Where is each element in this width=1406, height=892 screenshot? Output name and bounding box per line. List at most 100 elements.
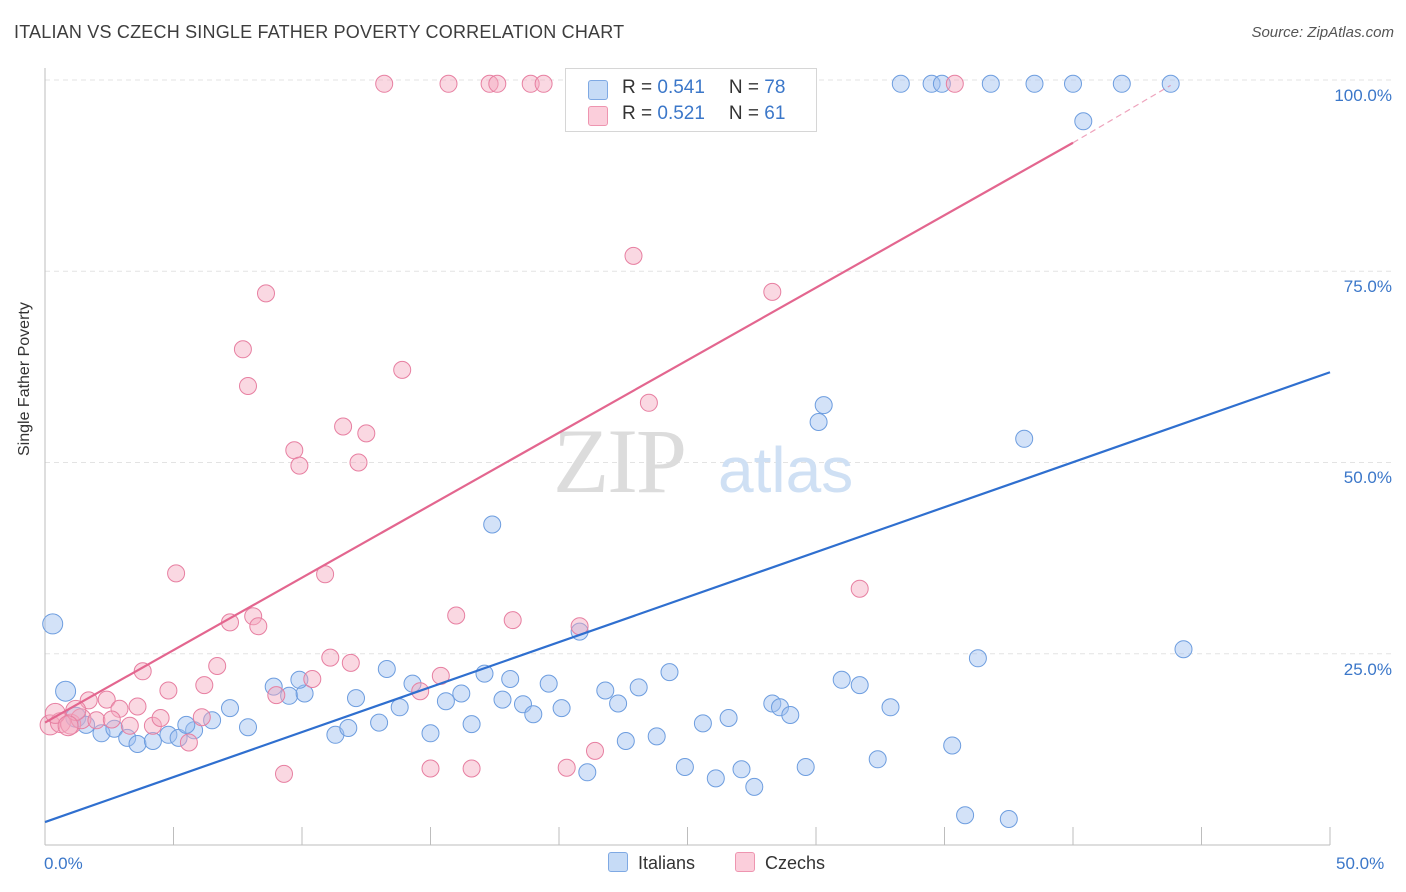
italians-point xyxy=(347,689,365,708)
italians-point xyxy=(452,684,471,703)
italians-point xyxy=(436,692,455,711)
czechs-point xyxy=(557,758,576,777)
correlation-legend: R = 0.541 N = 78 R = 0.521 N = 61 xyxy=(565,68,817,132)
czechs-point xyxy=(303,670,322,688)
czechs-point xyxy=(945,74,964,93)
czechs-point xyxy=(244,607,263,626)
czechs-point xyxy=(334,417,353,436)
italians-point xyxy=(539,674,558,693)
italians-point xyxy=(552,699,571,718)
legend-r-label: R = xyxy=(622,103,658,124)
italians-point xyxy=(501,670,520,688)
czechs-point xyxy=(143,716,162,735)
czechs-point xyxy=(480,74,499,93)
watermark-atlas: atlas xyxy=(718,434,853,506)
czechs-point xyxy=(534,74,553,93)
italians-point xyxy=(1074,112,1093,131)
legend-r-value: 0.521 xyxy=(657,103,705,124)
italians-point xyxy=(891,74,910,93)
legend-text-italians: R = 0.541 N = 78 xyxy=(622,77,785,99)
italians-point xyxy=(881,698,900,717)
x-tick-label-min: 0.0% xyxy=(44,854,83,873)
czechs-trendline xyxy=(44,141,1074,724)
italians-point xyxy=(719,709,738,727)
italians-point xyxy=(932,74,951,93)
italians-point xyxy=(647,727,666,746)
italians-point xyxy=(943,736,962,755)
italians-point xyxy=(675,758,694,776)
czechs-point xyxy=(179,733,198,752)
legend-text-czechs: R = 0.521 N = 61 xyxy=(622,103,785,125)
italians-point xyxy=(981,74,1000,93)
x-tick-label-max: 50.0% xyxy=(1336,854,1385,873)
italians-point xyxy=(596,681,615,700)
series-label-italians: Italians xyxy=(638,853,696,873)
legend-n-label: N = xyxy=(728,77,765,98)
czechs-point xyxy=(208,657,227,675)
legend-swatch-italians xyxy=(588,80,608,100)
italians-point xyxy=(370,713,389,732)
czechs-trendline-extension xyxy=(1072,84,1171,144)
series-label-czechs: Czechs xyxy=(765,853,826,873)
italians-point xyxy=(221,699,239,718)
italians-point xyxy=(771,698,789,717)
italians-point xyxy=(809,413,828,431)
czechs-point xyxy=(192,708,211,727)
czechs-point xyxy=(102,710,121,729)
legend-swatch-czechs xyxy=(588,106,608,126)
italians-point xyxy=(290,670,309,689)
czechs-point xyxy=(462,759,481,778)
italians-point xyxy=(868,750,887,769)
italians-point xyxy=(832,670,851,689)
czechs-point xyxy=(249,617,268,636)
czechs-point xyxy=(97,690,116,709)
italians-point xyxy=(609,694,628,713)
italians-point xyxy=(159,725,178,744)
trendlines xyxy=(44,84,1331,824)
czechs-point xyxy=(421,759,440,778)
czechs-point xyxy=(488,74,507,93)
czechs-point xyxy=(239,377,257,395)
czechs-point xyxy=(439,74,458,93)
czechs-point xyxy=(521,74,540,93)
czechs-point xyxy=(128,697,147,716)
y-tick-label-100: 100.0% xyxy=(1334,86,1392,105)
czechs-point xyxy=(195,676,214,695)
italians-point xyxy=(493,690,512,709)
italians-point xyxy=(745,777,764,796)
series-swatch-czechs xyxy=(735,852,755,872)
italians-point xyxy=(732,760,751,779)
czechs-point xyxy=(87,711,106,730)
italians-points xyxy=(42,74,1193,828)
czechs-points xyxy=(39,74,964,783)
series-legend-italians: Italians xyxy=(608,852,695,874)
czechs-point xyxy=(39,714,61,736)
czechs-point xyxy=(375,74,394,93)
czechs-point xyxy=(393,360,412,379)
italians-point xyxy=(850,676,869,695)
czechs-point xyxy=(233,340,252,359)
y-tick-label-25: 25.0% xyxy=(1343,660,1392,679)
axes xyxy=(44,68,1331,846)
y-tick-label-75: 75.0% xyxy=(1343,277,1392,296)
czechs-point xyxy=(257,284,275,303)
watermark: ZIP atlas xyxy=(553,410,853,512)
czechs-point xyxy=(357,424,376,443)
italians-point xyxy=(660,663,679,682)
italians-point xyxy=(421,724,440,743)
italians-point xyxy=(693,714,712,733)
italians-point xyxy=(1174,640,1193,659)
italians-point xyxy=(295,684,314,703)
italians-point xyxy=(377,660,396,678)
italians-point xyxy=(390,698,409,717)
italians-point xyxy=(403,674,422,693)
italians-point xyxy=(796,758,815,776)
italians-point xyxy=(462,715,481,734)
czechs-point xyxy=(586,741,604,760)
czechs-point xyxy=(285,441,304,460)
italians-point xyxy=(1015,429,1034,448)
italians-point xyxy=(1161,74,1180,93)
italians-point xyxy=(968,649,987,668)
czechs-point xyxy=(447,606,466,625)
